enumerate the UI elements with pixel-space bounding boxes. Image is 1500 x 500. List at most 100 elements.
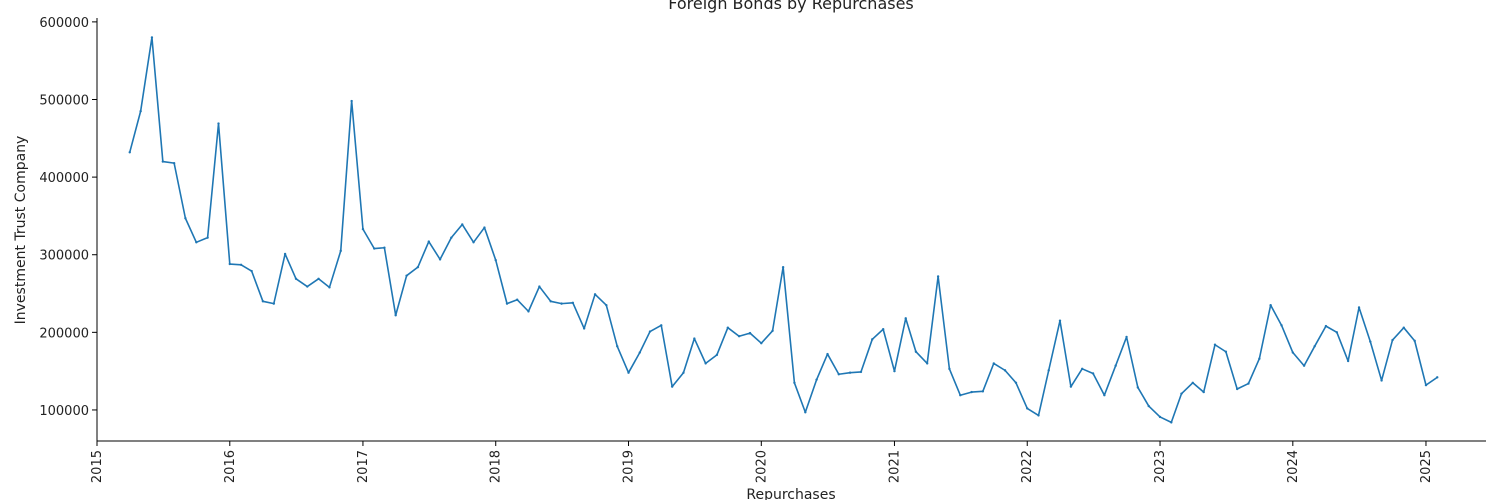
data-point bbox=[616, 345, 619, 348]
data-point bbox=[483, 226, 486, 229]
data-point bbox=[416, 265, 420, 269]
data-point bbox=[826, 352, 829, 356]
data-point bbox=[859, 370, 863, 374]
y-tick-label: 300000 bbox=[39, 249, 89, 264]
data-point bbox=[1125, 335, 1128, 339]
data-point bbox=[239, 263, 243, 267]
data-point bbox=[228, 262, 231, 266]
data-point bbox=[361, 227, 365, 231]
x-ticks: 2015 2016 2017 2018 2019 2020 2021 2022 2023 2024… bbox=[90, 441, 1434, 483]
data-point bbox=[1424, 383, 1428, 387]
x-tick-label: 2015 bbox=[90, 450, 105, 483]
data-point bbox=[992, 362, 995, 365]
data-point bbox=[1235, 387, 1239, 391]
data-point bbox=[704, 362, 707, 365]
data-point bbox=[914, 350, 918, 353]
data-point bbox=[1170, 421, 1173, 424]
data-point bbox=[1335, 331, 1339, 334]
data-point bbox=[715, 353, 719, 357]
data-point bbox=[871, 338, 874, 341]
data-point bbox=[1136, 386, 1140, 389]
data-point bbox=[771, 329, 774, 332]
chart-title: Foreign Bonds by Repurchases bbox=[668, 0, 914, 13]
data-point bbox=[837, 373, 840, 376]
data-point bbox=[582, 327, 586, 330]
data-point bbox=[527, 310, 530, 313]
x-tick-label: 2021 bbox=[887, 450, 902, 483]
data-points bbox=[128, 36, 1439, 424]
data-point bbox=[760, 342, 763, 345]
data-point bbox=[1202, 390, 1205, 394]
data-point bbox=[515, 298, 519, 301]
data-point bbox=[1014, 381, 1018, 384]
data-point bbox=[1291, 351, 1295, 354]
data-point bbox=[726, 326, 730, 329]
x-tick-label: 2017 bbox=[356, 450, 371, 483]
data-point bbox=[350, 99, 353, 103]
data-point bbox=[195, 241, 198, 244]
data-point bbox=[161, 160, 165, 163]
data-point bbox=[339, 249, 342, 253]
data-point bbox=[306, 285, 309, 288]
data-point bbox=[781, 265, 785, 269]
data-point bbox=[1026, 407, 1029, 410]
data-point bbox=[793, 381, 796, 384]
data-point bbox=[970, 390, 973, 394]
data-point bbox=[848, 371, 852, 374]
y-tick-label: 500000 bbox=[39, 93, 89, 108]
data-point bbox=[1047, 369, 1050, 372]
data-point bbox=[1213, 343, 1217, 346]
series-layer bbox=[128, 36, 1438, 424]
x-tick-label: 2025 bbox=[1419, 450, 1434, 483]
data-point bbox=[1258, 357, 1261, 360]
data-point bbox=[693, 337, 696, 340]
data-point bbox=[1058, 319, 1062, 322]
data-point bbox=[1180, 392, 1183, 395]
data-point bbox=[427, 240, 430, 243]
data-point bbox=[1324, 324, 1328, 328]
data-point bbox=[959, 394, 962, 397]
data-point bbox=[648, 330, 652, 333]
data-point bbox=[682, 371, 685, 374]
data-point bbox=[1302, 364, 1306, 367]
x-tick-label: 2023 bbox=[1153, 450, 1168, 483]
x-tick-label: 2016 bbox=[223, 450, 238, 483]
data-point bbox=[438, 258, 442, 261]
data-point bbox=[1037, 414, 1040, 417]
data-point bbox=[936, 275, 940, 278]
data-point bbox=[1080, 367, 1084, 371]
data-point bbox=[638, 351, 641, 354]
data-point bbox=[1069, 385, 1073, 388]
data-point bbox=[1091, 372, 1095, 375]
data-point bbox=[1103, 394, 1106, 397]
data-point bbox=[1147, 404, 1150, 408]
data-point bbox=[904, 317, 907, 320]
data-point bbox=[217, 122, 220, 125]
y-tick-label: 100000 bbox=[39, 404, 89, 419]
y-axis-title: Investment Trust Company bbox=[13, 136, 29, 325]
data-point bbox=[737, 335, 741, 338]
data-point bbox=[1380, 379, 1383, 382]
data-point bbox=[405, 274, 408, 277]
data-point bbox=[1413, 339, 1416, 343]
y-tick-label: 200000 bbox=[39, 326, 89, 341]
data-point bbox=[560, 302, 563, 305]
data-point bbox=[383, 246, 386, 249]
data-point bbox=[128, 151, 131, 154]
data-point bbox=[317, 277, 320, 280]
data-point bbox=[1313, 345, 1316, 348]
data-point bbox=[1391, 338, 1394, 342]
data-point bbox=[748, 331, 752, 335]
data-point bbox=[670, 385, 674, 388]
y-ticks: 100000 200000 300000 400000 500000 600000 bbox=[39, 16, 97, 419]
data-point bbox=[1436, 376, 1439, 379]
data-point bbox=[1346, 359, 1350, 363]
data-point bbox=[394, 314, 397, 317]
data-point bbox=[1269, 303, 1272, 307]
data-point bbox=[1280, 324, 1283, 327]
data-point bbox=[272, 302, 276, 305]
data-point bbox=[538, 285, 541, 288]
data-point bbox=[461, 223, 464, 226]
data-point bbox=[184, 217, 187, 220]
